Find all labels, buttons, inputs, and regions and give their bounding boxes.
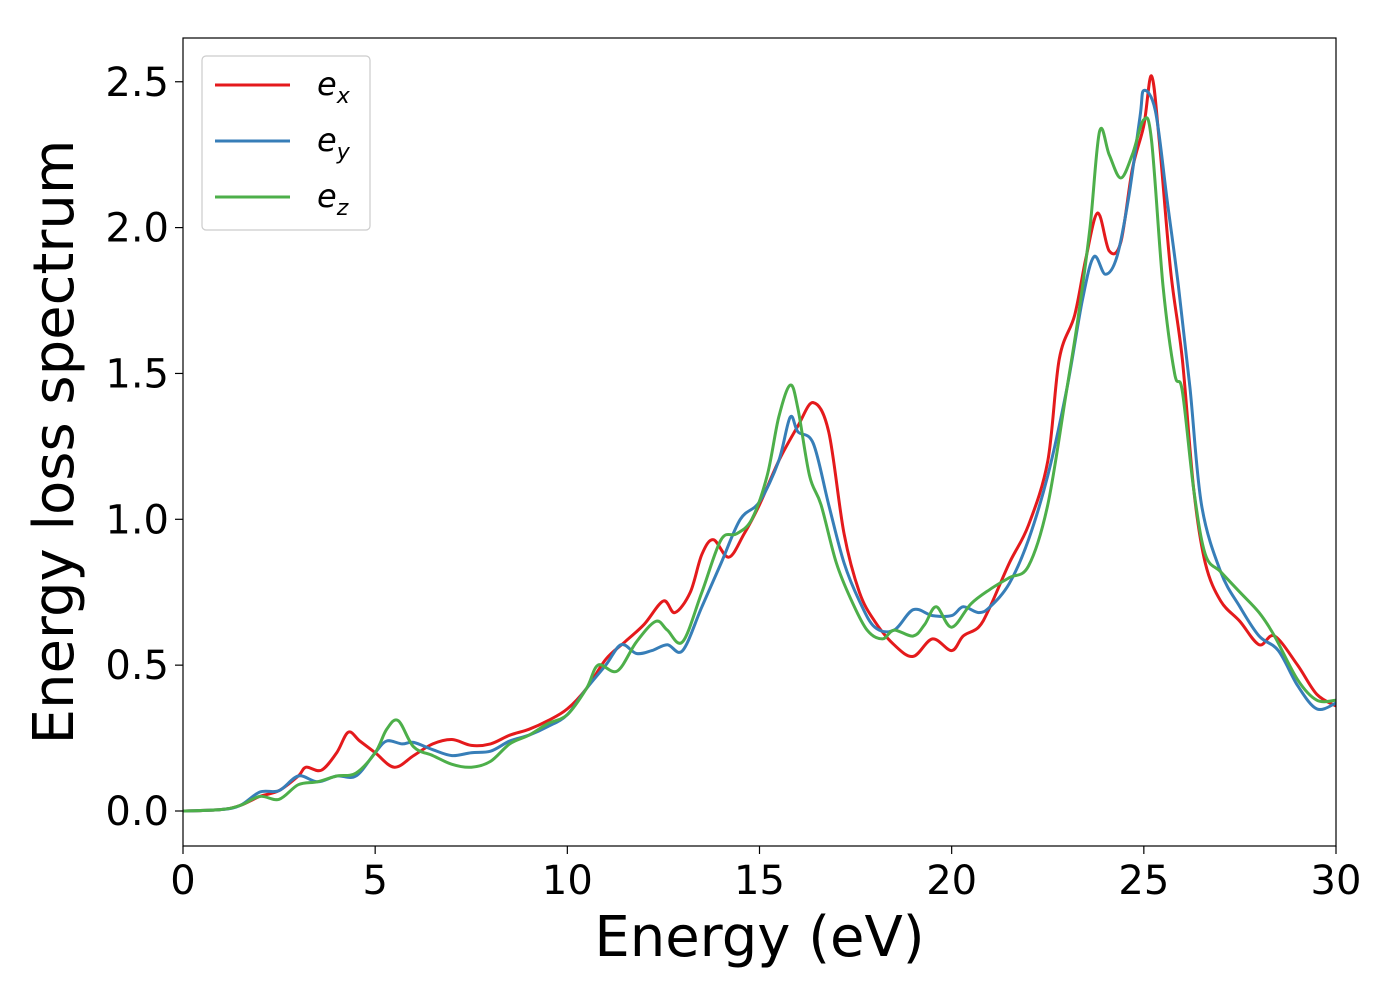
x-axis-title: Energy (eV) — [594, 905, 924, 970]
x-tick-label: 30 — [1311, 858, 1362, 904]
y-tick-label: 1.5 — [105, 351, 169, 397]
y-tick-label: 1.0 — [105, 497, 169, 543]
ticks-layer: 0 5 10 15 20 25 30 0.0 0.5 1.0 1.5 2.0 2.5 — [105, 60, 1361, 904]
x-tick-label: 10 — [542, 858, 593, 904]
y-axis-title: Energy loss spectrum — [22, 140, 87, 745]
legend-label-e-x: ex — [317, 65, 351, 109]
y-tick-label: 2.5 — [105, 60, 169, 106]
legend-box — [201, 55, 371, 231]
x-tick-label: 25 — [1118, 858, 1169, 904]
y-tick-label: 2.0 — [105, 206, 169, 252]
legend-label-e-y: ey — [317, 121, 351, 165]
y-tick-label: 0.5 — [105, 643, 169, 689]
y-tick-label: 0.0 — [105, 789, 169, 835]
x-tick-label: 5 — [362, 858, 387, 904]
series-line-e-z — [183, 116, 1336, 813]
legend-label-e-z: ez — [317, 177, 349, 221]
x-tick-label: 15 — [734, 858, 785, 904]
x-tick-label: 20 — [926, 858, 977, 904]
series-layer — [183, 74, 1336, 813]
legend: ex ey ez — [201, 55, 371, 231]
x-tick-label: 0 — [170, 858, 195, 904]
